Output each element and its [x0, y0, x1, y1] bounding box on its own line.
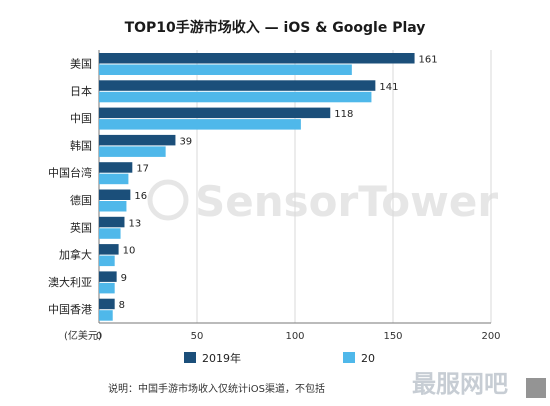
- bar-2019: [99, 107, 331, 119]
- category-label: 中国香港: [48, 303, 92, 316]
- category-label: 韩国: [70, 138, 92, 152]
- bar-2019: [99, 271, 117, 282]
- value-label: 39: [179, 136, 192, 147]
- footnote: 说明：中国手游市场收入仅统计iOS渠道，不包括: [108, 382, 325, 395]
- category-label: 澳大利亚: [48, 275, 92, 289]
- bar-second: [99, 119, 301, 130]
- bar-2019: [99, 162, 133, 173]
- category-label: 中国: [70, 112, 92, 125]
- qr-code-icon: [526, 378, 546, 398]
- category-label: 中国台湾: [48, 166, 92, 180]
- bar-2019: [99, 80, 376, 91]
- x-tick-label: 100: [285, 331, 304, 342]
- watermark-text: SensorTower: [195, 177, 498, 226]
- legend: 2019年 20: [184, 351, 375, 365]
- value-label: 141: [379, 82, 398, 93]
- x-tick-label: 0: [96, 331, 102, 342]
- bar-second: [99, 146, 166, 157]
- stamp-text: 最服网吧: [412, 370, 508, 398]
- value-label: 16: [134, 191, 147, 202]
- site-stamp: 最服网吧: [412, 370, 546, 398]
- bar-2019: [99, 189, 131, 200]
- bar-2019: [99, 244, 119, 255]
- x-tick-labels: 0 50 100 150 200: [96, 331, 501, 342]
- category-label: 加拿大: [59, 248, 92, 262]
- bar-2019: [99, 53, 415, 64]
- value-labels: 161 141 118 39 17 16 13 10 9 8: [119, 55, 438, 312]
- value-label: 10: [123, 246, 136, 257]
- bar-second: [99, 201, 127, 212]
- bars: [99, 53, 415, 321]
- bar-second: [99, 310, 113, 321]
- bar-2019: [99, 216, 125, 228]
- legend-swatch-second: [343, 352, 355, 363]
- category-label: 美国: [70, 58, 92, 71]
- x-tick-label: 50: [191, 331, 204, 342]
- value-label: 8: [119, 300, 125, 311]
- category-label: 德国: [70, 193, 92, 207]
- x-tick-label: 200: [481, 331, 500, 342]
- chart-title: TOP10手游市场收入 — iOS & Google Play: [125, 19, 426, 36]
- bar-second: [99, 64, 352, 75]
- bar-second: [99, 282, 115, 294]
- bar-2019: [99, 134, 176, 146]
- x-axis-unit-label: (亿美元): [64, 329, 102, 342]
- legend-label-2019: 2019年: [202, 351, 241, 365]
- sensortower-watermark: SensorTower: [147, 177, 498, 226]
- value-label: 13: [128, 218, 141, 229]
- bar-2019: [99, 298, 115, 310]
- value-label: 17: [136, 164, 149, 175]
- bar-second: [99, 228, 121, 239]
- legend-label-second: 20: [361, 352, 375, 365]
- legend-swatch-2019: [184, 352, 196, 363]
- bar-second: [99, 255, 115, 267]
- bar-second: [99, 173, 129, 185]
- value-label: 161: [419, 55, 438, 66]
- watermark-logo-icon: [147, 179, 189, 221]
- category-label: 英国: [70, 220, 92, 234]
- bar-second: [99, 91, 372, 103]
- x-tick-label: 150: [383, 331, 402, 342]
- value-label: 9: [121, 273, 127, 284]
- category-label: 日本: [70, 84, 92, 98]
- value-label: 118: [334, 109, 353, 120]
